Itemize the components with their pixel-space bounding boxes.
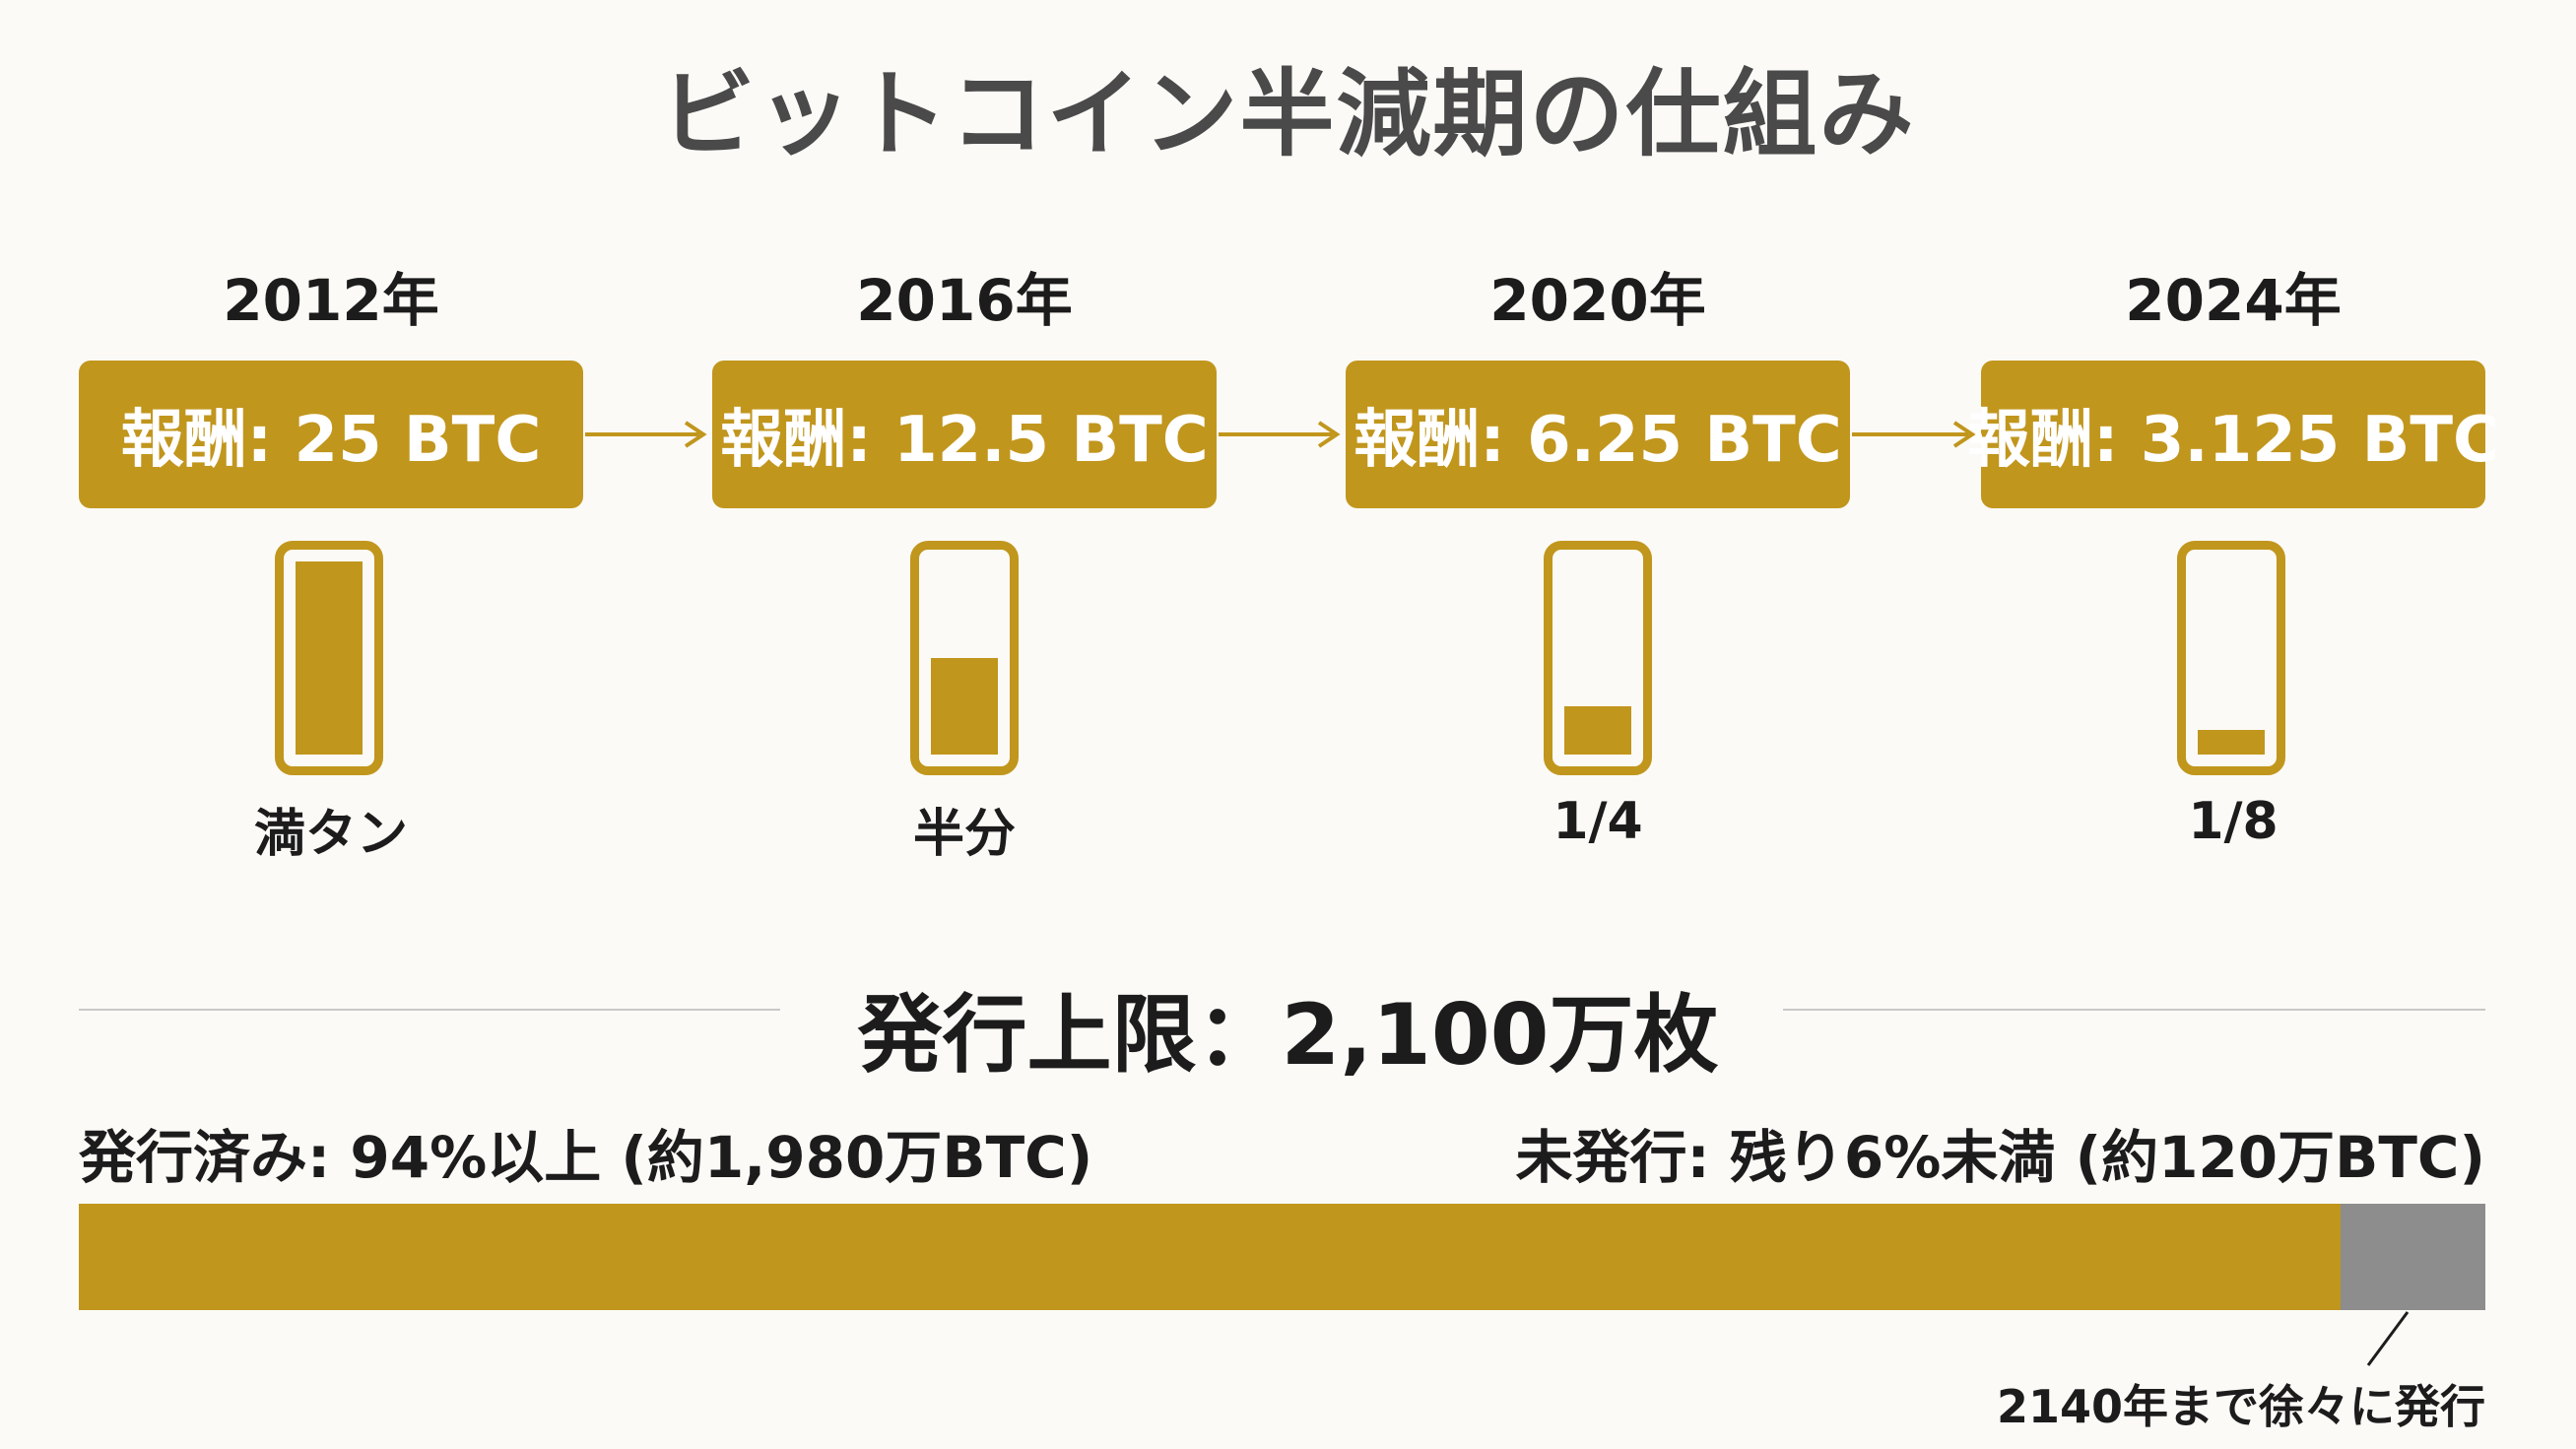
year-label-2016: 2016年 [856, 267, 1073, 334]
supply-cap-heading: 発行上限：2,100万枚 [857, 986, 1719, 1085]
unissued-label: 未発行: 残り6%未満 (約120万BTC) [1515, 1124, 2485, 1191]
battery-icon-eighth [2177, 541, 2285, 775]
reward-box-2016: 報酬: 12.5 BTC [712, 361, 1217, 508]
arrow-right-icon [585, 421, 707, 448]
issued-label: 発行済み: 94%以上 (約1,980万BTC) [79, 1124, 1093, 1191]
year-label-2020: 2020年 [1489, 267, 1706, 334]
arrow-right-icon [1219, 421, 1341, 448]
year-label-2012: 2012年 [223, 267, 439, 334]
supply-progress-bar [79, 1204, 2485, 1310]
battery-fill [2198, 730, 2265, 755]
supply-issued-fill [79, 1204, 2342, 1310]
battery-fill [1564, 706, 1631, 755]
battery-icon-half [910, 541, 1019, 775]
divider-left [79, 1009, 780, 1011]
arrow-right-icon [1852, 421, 1976, 448]
level-label-half: 半分 [912, 805, 1016, 864]
level-label-eighth: 1/8 [2188, 792, 2279, 851]
issuance-note: 2140年まで徐々に発行 [1996, 1380, 2485, 1433]
battery-icon-quarter [1544, 541, 1652, 775]
level-label-full: 満タン [253, 805, 408, 864]
reward-box-2024: 報酬: 3.125 BTC [1967, 361, 2499, 508]
battery-icon-full [275, 541, 383, 775]
reward-box-2012: 報酬: 25 BTC [79, 361, 583, 508]
battery-fill [931, 658, 998, 755]
page-title: ビットコイン半減期の仕組み [660, 59, 1916, 169]
battery-fill [296, 561, 363, 755]
year-label-2024: 2024年 [2125, 267, 2342, 334]
reward-box-2020: 報酬: 6.25 BTC [1346, 361, 1850, 508]
note-leader-line [2366, 1311, 2410, 1366]
divider-right [1783, 1009, 2485, 1011]
level-label-quarter: 1/4 [1552, 792, 1643, 851]
